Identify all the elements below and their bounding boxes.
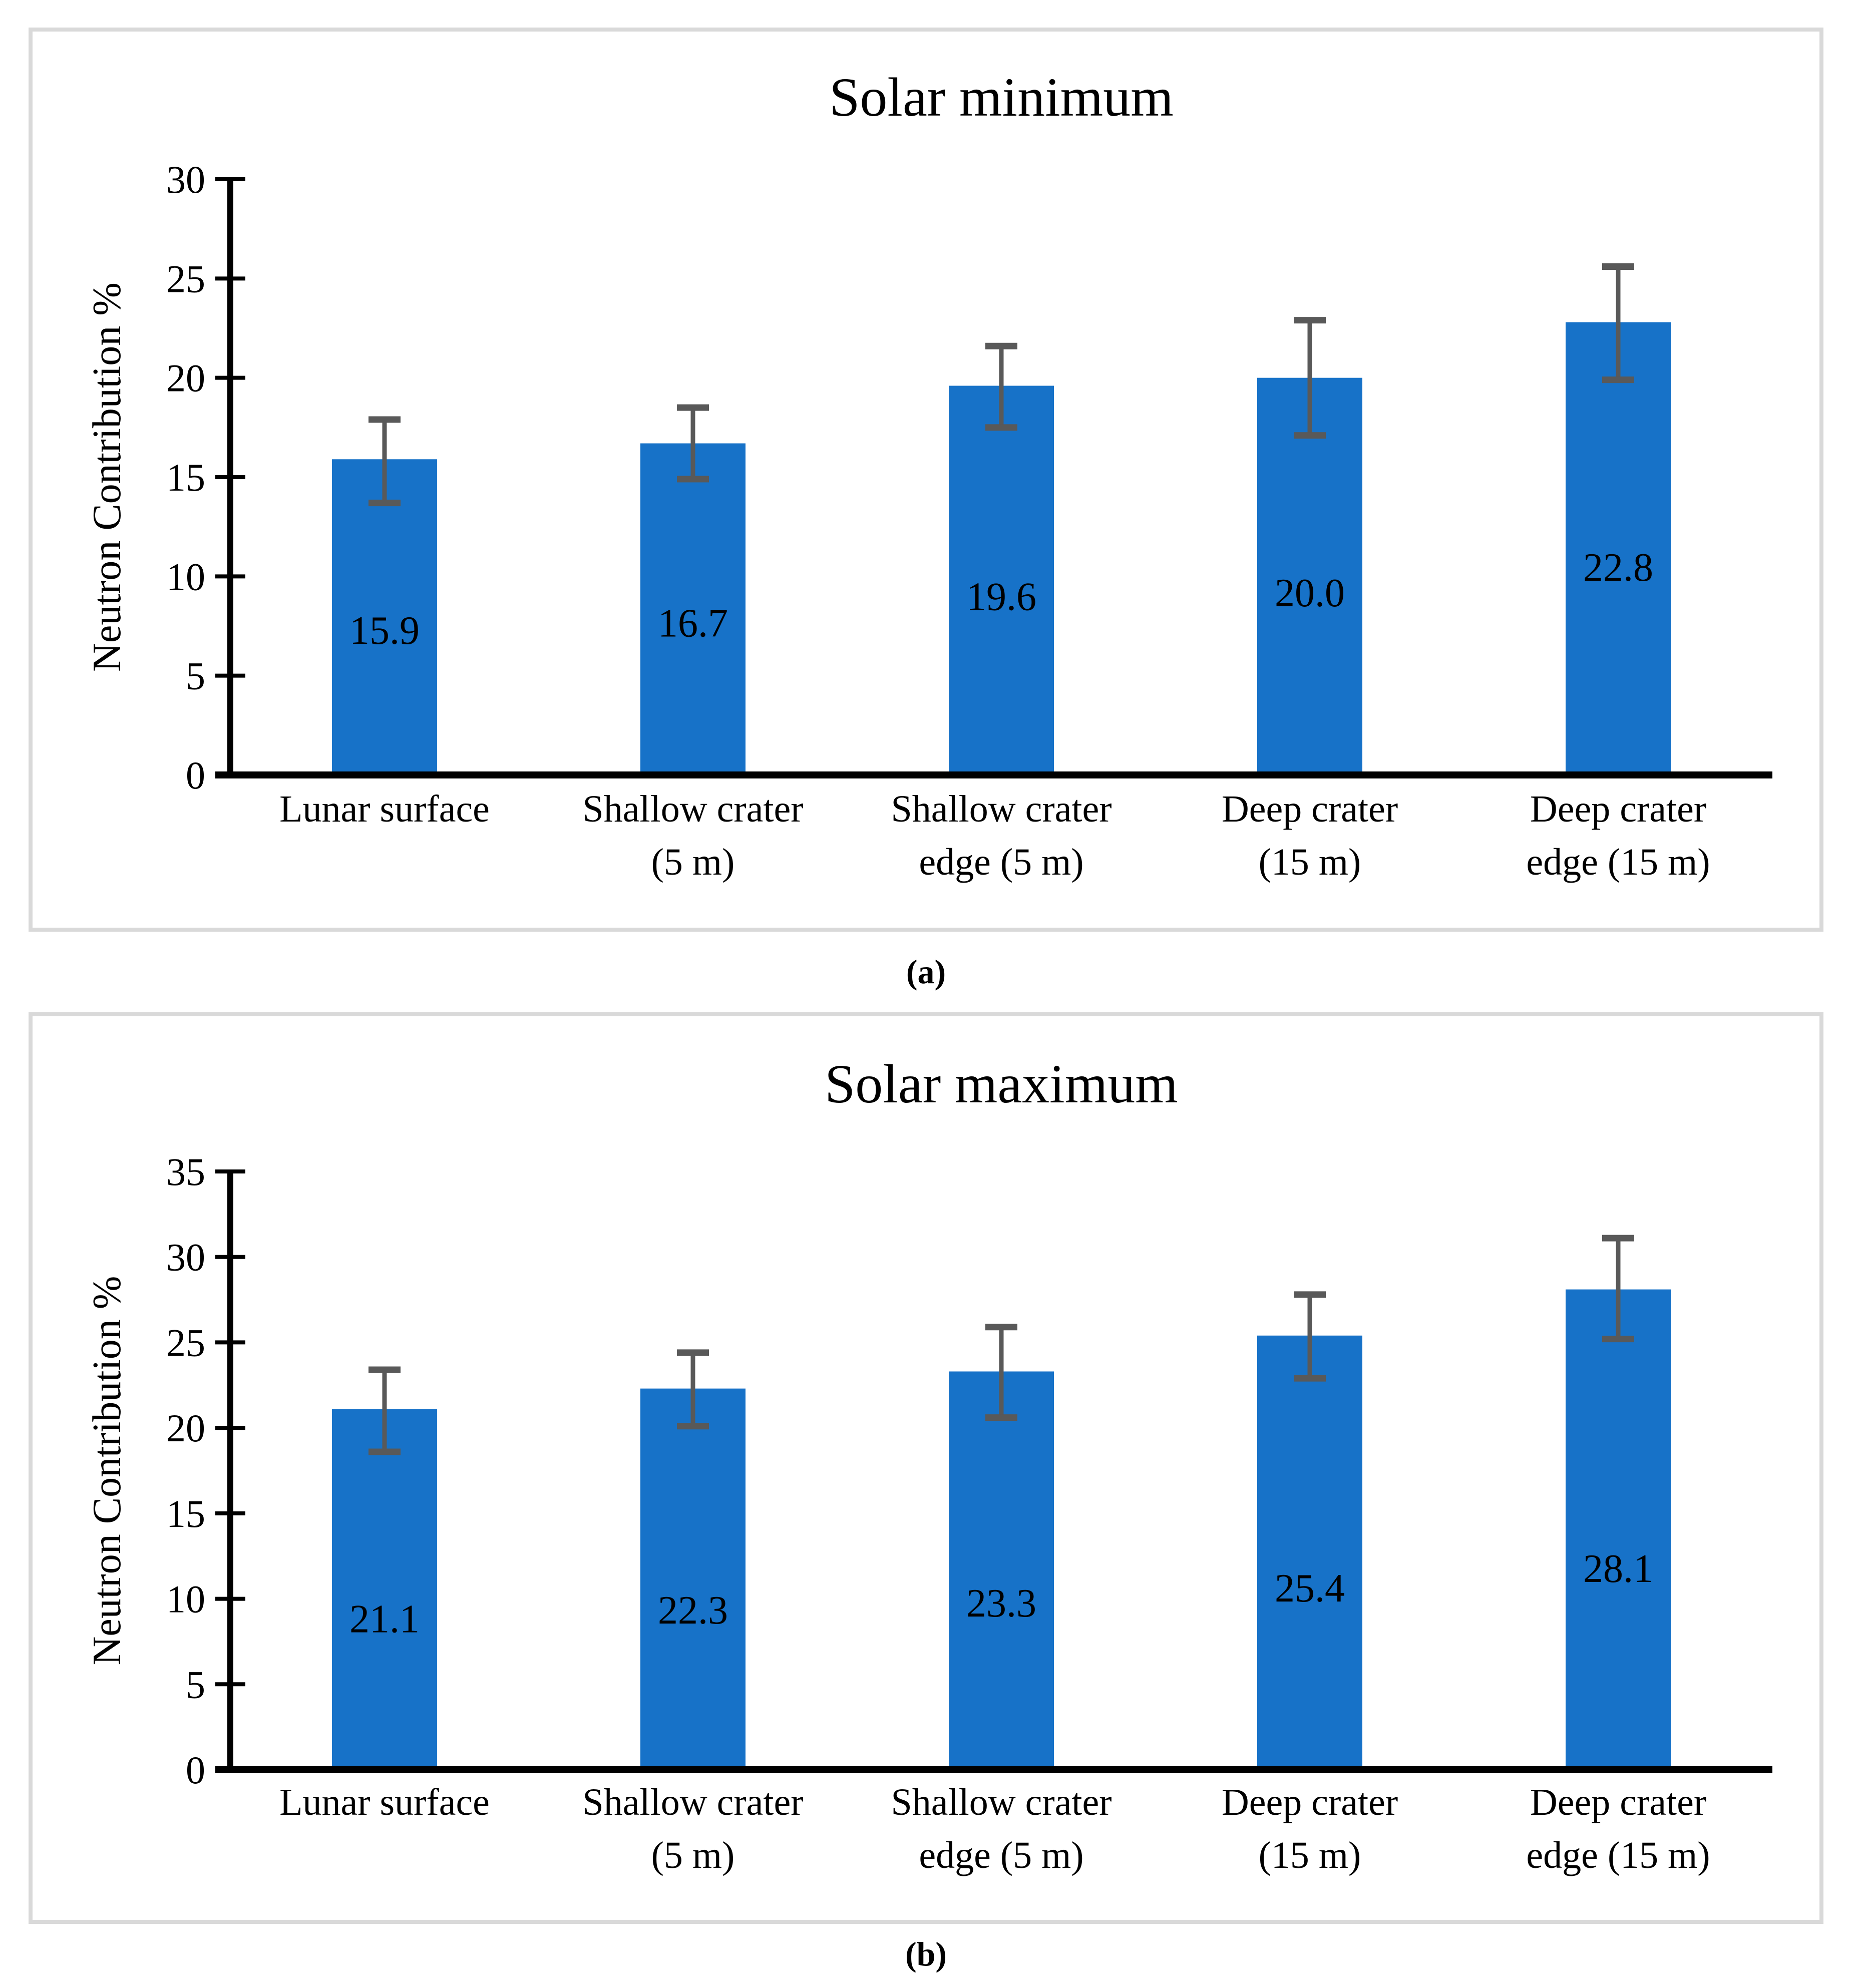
- bar-data-label: 28.1: [1583, 1547, 1653, 1591]
- y-tick-label: 20: [166, 1406, 205, 1450]
- y-tick-label: 30: [166, 1236, 205, 1279]
- x-category-label: edge (15 m): [1526, 1834, 1710, 1876]
- panel-a: Solar minimum Neutron Contribution % 0 5 10 1…: [29, 28, 1823, 932]
- bar: [1566, 322, 1671, 775]
- y-tick-label: 0: [186, 753, 205, 797]
- bar: [1566, 1289, 1671, 1770]
- y-tick-label: 30: [166, 158, 205, 201]
- x-category-label: Deep crater: [1222, 788, 1398, 830]
- x-category-label: Deep crater: [1530, 788, 1706, 830]
- y-tick-label: 35: [166, 1150, 205, 1194]
- x-category-label: Shallow crater: [582, 1781, 803, 1823]
- bar-data-label: 23.3: [966, 1581, 1036, 1626]
- x-category-label: (5 m): [651, 841, 735, 883]
- figure-page: Solar minimum Neutron Contribution % 0 5 10 1…: [0, 28, 1852, 1988]
- x-category-label: edge (5 m): [919, 1834, 1083, 1876]
- y-tick-label: 15: [166, 456, 205, 499]
- chart-title: Solar maximum: [825, 1053, 1178, 1114]
- bar-data-label: 19.6: [966, 575, 1036, 619]
- x-category-label: Shallow crater: [582, 788, 803, 830]
- bar-data-label: 20.0: [1275, 571, 1345, 615]
- y-tick-label: 15: [166, 1492, 205, 1535]
- y-tick-label: 25: [166, 257, 205, 300]
- bar: [1257, 377, 1362, 775]
- x-category-label: Lunar surface: [279, 788, 490, 830]
- x-category-label: Deep crater: [1530, 1781, 1706, 1823]
- x-category-label: Shallow crater: [891, 788, 1112, 830]
- x-category-label: Lunar surface: [279, 1781, 490, 1823]
- y-tick-label: 10: [166, 555, 205, 598]
- bar-data-label: 15.9: [349, 609, 420, 653]
- bar: [1257, 1335, 1362, 1770]
- bar: [640, 443, 746, 775]
- y-axis-title: Neutron Contribution %: [85, 1276, 129, 1666]
- bar-data-label: 22.3: [658, 1588, 728, 1633]
- caption-a: (a): [906, 953, 946, 991]
- bar-data-label: 22.8: [1583, 546, 1653, 590]
- y-tick-label: 20: [166, 356, 205, 400]
- y-tick-label: 25: [166, 1321, 205, 1364]
- x-category-label: Shallow crater: [891, 1781, 1112, 1823]
- x-category-label: Deep crater: [1222, 1781, 1398, 1823]
- x-category-label: (15 m): [1259, 1834, 1361, 1876]
- x-category-label: edge (5 m): [919, 841, 1083, 883]
- y-tick-label: 5: [186, 654, 205, 698]
- chart-title: Solar minimum: [829, 67, 1174, 128]
- bar: [332, 459, 437, 775]
- bar-data-label: 21.1: [349, 1597, 420, 1641]
- y-tick-label: 0: [186, 1748, 205, 1792]
- x-category-label: (5 m): [651, 1834, 735, 1876]
- panel-b: Solar maximum Neutron Contribution % 0 5 10 1…: [29, 1012, 1823, 1924]
- solar-minimum-bar-chart: Solar minimum Neutron Contribution % 0 5 10 1…: [85, 67, 1772, 883]
- caption-b: (b): [905, 1935, 947, 1973]
- bar: [949, 1371, 1054, 1770]
- bar-data-label: 25.4: [1275, 1566, 1345, 1611]
- x-category-label: edge (15 m): [1526, 841, 1710, 883]
- bar: [949, 385, 1054, 775]
- y-axis-title: Neutron Contribution %: [85, 282, 129, 672]
- y-tick-label: 10: [166, 1577, 205, 1621]
- bar: [640, 1388, 746, 1770]
- bar-data-label: 16.7: [658, 601, 728, 645]
- x-category-label: (15 m): [1259, 841, 1361, 883]
- solar-maximum-bar-chart: Solar maximum Neutron Contribution % 0 5 10 1…: [85, 1053, 1772, 1876]
- bar: [332, 1409, 437, 1770]
- y-tick-label: 5: [186, 1663, 205, 1706]
